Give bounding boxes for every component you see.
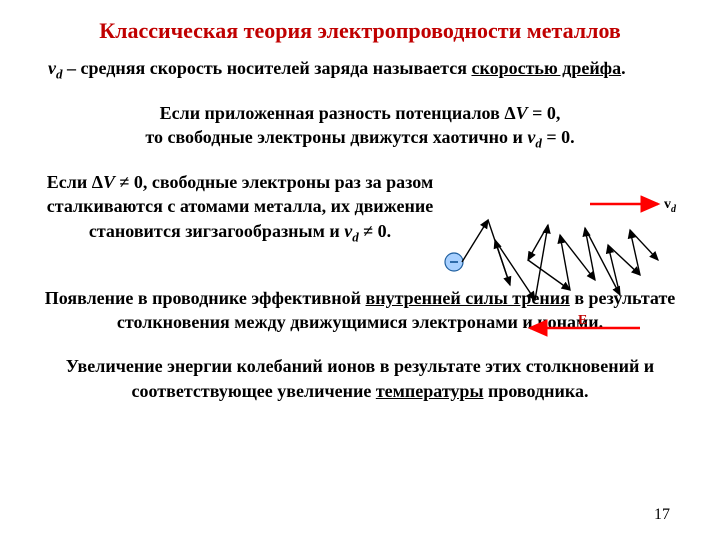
l-b: V [103, 172, 115, 192]
nonzero-potential-block: Если ΔV ≠ 0, свободные электроны раз за … [40, 170, 440, 246]
def-text-end: . [621, 58, 626, 78]
zigzag-path [462, 220, 658, 300]
zero-potential-block: Если приложенная разность потенциалов ΔV… [40, 101, 680, 152]
def-text-mid: – средняя скорость носителей заряда назы… [63, 58, 472, 78]
l-f: ≠ 0. [359, 221, 391, 241]
b1-c: = 0, [528, 103, 561, 123]
b1-d: то свободные электроны движутся хаотично… [145, 127, 527, 147]
p3-u: температуры [376, 381, 484, 401]
b1-g: = 0. [542, 127, 575, 147]
slide-title: Классическая теория электропроводности м… [40, 18, 680, 44]
b1-a: Если приложенная разность потенциалов Δ [160, 103, 516, 123]
def-underline: скоростью дрейфа [471, 58, 621, 78]
drift-velocity-definition: vd – средняя скорость носителей заряда н… [48, 58, 680, 83]
p2-a: Появление в проводнике эффективной [45, 288, 366, 308]
page-number: 17 [654, 506, 670, 524]
e-label: E [578, 313, 587, 328]
p3-b: проводника. [484, 381, 589, 401]
b1-b: V [516, 103, 528, 123]
diagram-svg: vd E [440, 190, 680, 340]
slide: Классическая теория электропроводности м… [0, 0, 720, 403]
vd-label: vd [664, 197, 677, 215]
l-a: Если Δ [47, 172, 103, 192]
symbol-v: v [48, 58, 56, 78]
zigzag-diagram: vd E [440, 190, 680, 340]
temperature-paragraph: Увеличение энергии колебаний ионов в рез… [40, 354, 680, 403]
